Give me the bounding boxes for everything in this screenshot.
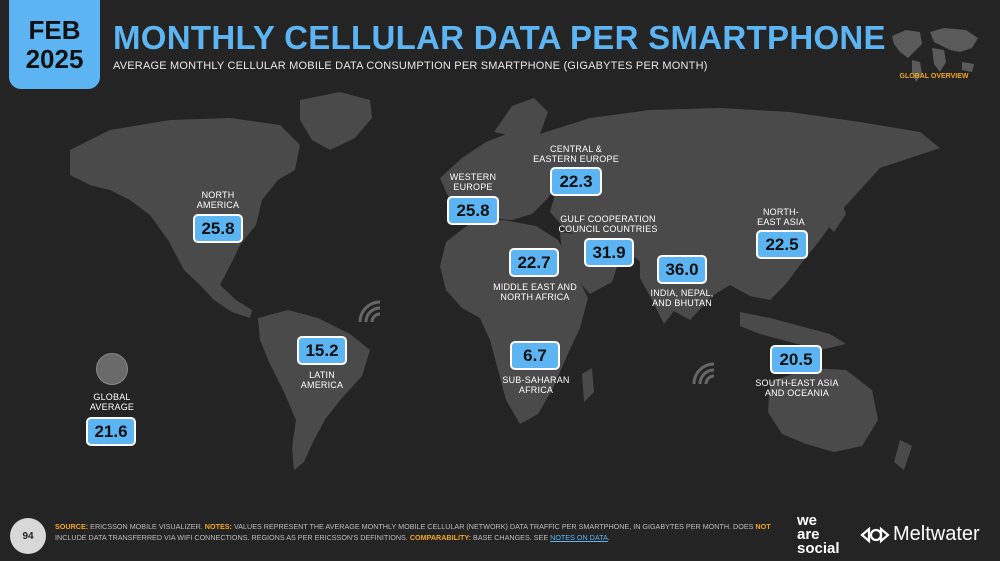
value-central-eastern-europe: 22.3 <box>550 167 602 196</box>
south-america-shape <box>258 310 370 470</box>
value-sub-saharan-africa: 6.7 <box>510 341 560 370</box>
scandinavia-shape <box>494 98 548 136</box>
madagascar-shape <box>582 368 594 402</box>
japan-shape <box>826 198 846 232</box>
globe-icon <box>96 353 128 385</box>
asia-shape <box>540 108 940 320</box>
not-word: NOT <box>755 522 771 531</box>
footer-notes: SOURCE: ERICSSON MOBILE VISUALIZER. NOTE… <box>55 522 771 542</box>
label-gulf-cooperation: GULF COOPERATION COUNCIL COUNTRIES <box>558 214 658 234</box>
mini-world-map-icon <box>892 28 978 82</box>
greenland-shape <box>300 92 372 150</box>
label-western-europe: WESTERN EUROPE <box>449 172 497 192</box>
date-year: 2025 <box>25 43 84 74</box>
page-title: MONTHLY CELLULAR DATA PER SMARTPHONE <box>113 19 886 56</box>
label-latin-america: LATIN AMERICA <box>300 370 344 390</box>
value-north-america: 25.8 <box>193 214 243 243</box>
comparability-key: COMPARABILITY: <box>409 533 472 542</box>
signal-watermark-icon <box>358 300 715 385</box>
label-sub-saharan-africa: SUB-SAHARAN AFRICA <box>502 375 570 395</box>
value-western-europe: 25.8 <box>447 196 499 225</box>
notes-text-2: INCLUDE DATA TRANSFERRED VIA WIFI CONNEC… <box>55 533 408 542</box>
label-central-eastern-europe: CENTRAL & EASTERN EUROPE <box>533 144 619 164</box>
new-zealand-shape <box>894 440 912 470</box>
source-key: SOURCE: <box>55 522 89 531</box>
label-india-nepal-bhutan: INDIA, NEPAL, AND BHUTAN <box>650 288 714 308</box>
label-middle-east-north-africa: MIDDLE EAST AND NORTH AFRICA <box>493 282 577 302</box>
value-south-east-asia-oceania: 20.5 <box>770 345 822 374</box>
australia-shape <box>768 368 878 452</box>
source-text: ERICSSON MOBILE VISUALIZER. <box>90 522 203 531</box>
date-badge: FEB 2025 <box>9 0 100 89</box>
value-global-average: 21.6 <box>86 417 136 446</box>
we-are-social-logo: we are social <box>797 512 840 557</box>
label-north-america: NORTH AMERICA <box>196 190 240 210</box>
north-america-shape <box>70 118 300 318</box>
sea-islands-shape <box>740 312 846 350</box>
notes-key: NOTES: <box>204 522 232 531</box>
value-india-nepal-bhutan: 36.0 <box>657 255 707 284</box>
comparability-text: BASE CHANGES. SEE <box>473 533 549 542</box>
notes-on-data-link[interactable]: NOTES ON DATA <box>550 533 608 542</box>
page-number: 94 <box>10 518 46 554</box>
meltwater-text: Meltwater <box>893 523 980 545</box>
meltwater-mark-icon <box>860 526 890 543</box>
label-north-east-asia: NORTH- EAST ASIA <box>757 207 805 227</box>
value-middle-east-north-africa: 22.7 <box>509 248 559 277</box>
label-south-east-asia-oceania: SOUTH-EAST ASIA AND OCEANIA <box>755 378 839 398</box>
meltwater-logo: Meltwater <box>860 523 980 546</box>
notes-text-1: VALUES REPRESENT THE AVERAGE MONTHLY MOB… <box>233 522 754 531</box>
value-north-east-asia: 22.5 <box>756 230 808 259</box>
value-gulf-cooperation: 31.9 <box>584 238 634 267</box>
value-latin-america: 15.2 <box>297 336 347 365</box>
overview-label: GLOBAL OVERVIEW <box>899 73 969 80</box>
date-month: FEB <box>28 14 81 45</box>
label-global-average: GLOBAL AVERAGE <box>89 392 135 412</box>
page-subtitle: AVERAGE MONTHLY CELLULAR MOBILE DATA CON… <box>113 60 708 72</box>
